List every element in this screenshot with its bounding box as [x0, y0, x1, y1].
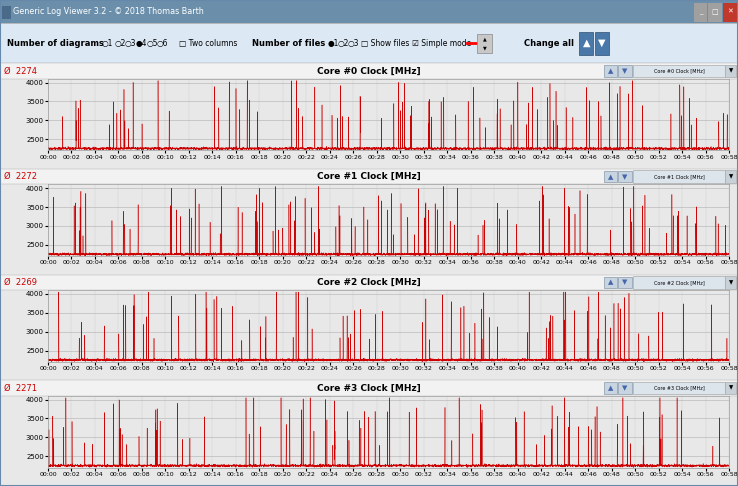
- Bar: [633, 65, 725, 77]
- Bar: [618, 171, 632, 183]
- Bar: [633, 382, 725, 395]
- Text: ○1: ○1: [102, 39, 113, 48]
- Text: Number of files: Number of files: [252, 39, 325, 48]
- Bar: [604, 277, 617, 288]
- Text: ▼: ▼: [622, 174, 628, 180]
- Text: Core #2 Clock [MHz]: Core #2 Clock [MHz]: [317, 278, 421, 287]
- Text: ▲: ▲: [483, 36, 487, 41]
- Bar: [694, 3, 707, 22]
- Text: Core #0 Clock [MHz]: Core #0 Clock [MHz]: [317, 67, 421, 75]
- Bar: [604, 65, 617, 77]
- Text: ▼: ▼: [622, 68, 628, 74]
- Bar: [0, 380, 738, 396]
- Text: ▼: ▼: [728, 280, 733, 285]
- Bar: [618, 65, 632, 77]
- Text: □: □: [712, 9, 718, 15]
- Text: Number of diagrams: Number of diagrams: [7, 39, 104, 48]
- Text: ○2: ○2: [114, 39, 125, 48]
- Bar: [0, 380, 738, 486]
- Bar: [708, 3, 722, 22]
- Bar: [0, 169, 738, 185]
- Text: Ø  2274: Ø 2274: [4, 67, 37, 75]
- Text: Core #3 Clock [MHz]: Core #3 Clock [MHz]: [317, 383, 421, 393]
- Text: Core #3 Clock [MHz]: Core #3 Clock [MHz]: [654, 385, 704, 391]
- Text: ▼: ▼: [728, 69, 733, 73]
- Bar: [0, 23, 738, 63]
- Text: Ø  2271: Ø 2271: [4, 383, 37, 393]
- Text: Core #1 Clock [MHz]: Core #1 Clock [MHz]: [317, 172, 421, 181]
- Text: Change all: Change all: [524, 39, 574, 48]
- Bar: [579, 32, 593, 55]
- Text: ▼: ▼: [483, 46, 487, 51]
- Bar: [723, 3, 737, 22]
- Text: ○3: ○3: [348, 39, 359, 48]
- Bar: [0, 169, 738, 275]
- Text: ●4: ●4: [136, 39, 148, 48]
- Text: ▼: ▼: [598, 38, 606, 48]
- Text: ▼: ▼: [622, 279, 628, 285]
- Bar: [633, 171, 725, 183]
- Bar: [0, 63, 738, 79]
- Text: □ Two columns: □ Two columns: [179, 39, 238, 48]
- Bar: [0, 275, 738, 380]
- Bar: [0, 275, 738, 290]
- Text: Ø  2272: Ø 2272: [4, 172, 37, 181]
- Text: ☑ Simple mode: ☑ Simple mode: [412, 39, 471, 48]
- Text: Generic Log Viewer 3.2 - © 2018 Thomas Barth: Generic Log Viewer 3.2 - © 2018 Thomas B…: [13, 7, 204, 16]
- Text: ○3: ○3: [125, 39, 137, 48]
- Text: ○2: ○2: [338, 39, 349, 48]
- Text: Core #1 Clock [MHz]: Core #1 Clock [MHz]: [654, 174, 704, 179]
- Bar: [725, 276, 736, 289]
- Text: ▼: ▼: [728, 174, 733, 179]
- Text: Core #0 Clock [MHz]: Core #0 Clock [MHz]: [654, 69, 704, 73]
- Bar: [618, 382, 632, 394]
- Bar: [2, 6, 11, 19]
- Text: ▲: ▲: [607, 279, 613, 285]
- Bar: [604, 171, 617, 183]
- Bar: [618, 277, 632, 288]
- Bar: [0, 0, 738, 23]
- Bar: [0, 63, 738, 169]
- Text: ○6: ○6: [156, 39, 168, 48]
- Text: ▲: ▲: [607, 174, 613, 180]
- Text: ▼: ▼: [728, 385, 733, 391]
- Text: Core #2 Clock [MHz]: Core #2 Clock [MHz]: [654, 280, 704, 285]
- Text: ▲: ▲: [582, 38, 590, 48]
- Bar: [725, 65, 736, 77]
- Bar: [604, 382, 617, 394]
- Text: ●1: ●1: [328, 39, 339, 48]
- Text: ○5: ○5: [146, 39, 158, 48]
- Text: Ø  2269: Ø 2269: [4, 278, 37, 287]
- Bar: [595, 32, 609, 55]
- Bar: [633, 276, 725, 289]
- Text: ▲: ▲: [607, 385, 613, 391]
- Bar: [725, 382, 736, 395]
- Bar: [725, 171, 736, 183]
- Text: ✕: ✕: [727, 9, 733, 15]
- Text: ▼: ▼: [622, 385, 628, 391]
- Text: □ Show files: □ Show files: [361, 39, 410, 48]
- Bar: [477, 34, 492, 53]
- Text: ▲: ▲: [607, 68, 613, 74]
- Text: _: _: [699, 9, 702, 15]
